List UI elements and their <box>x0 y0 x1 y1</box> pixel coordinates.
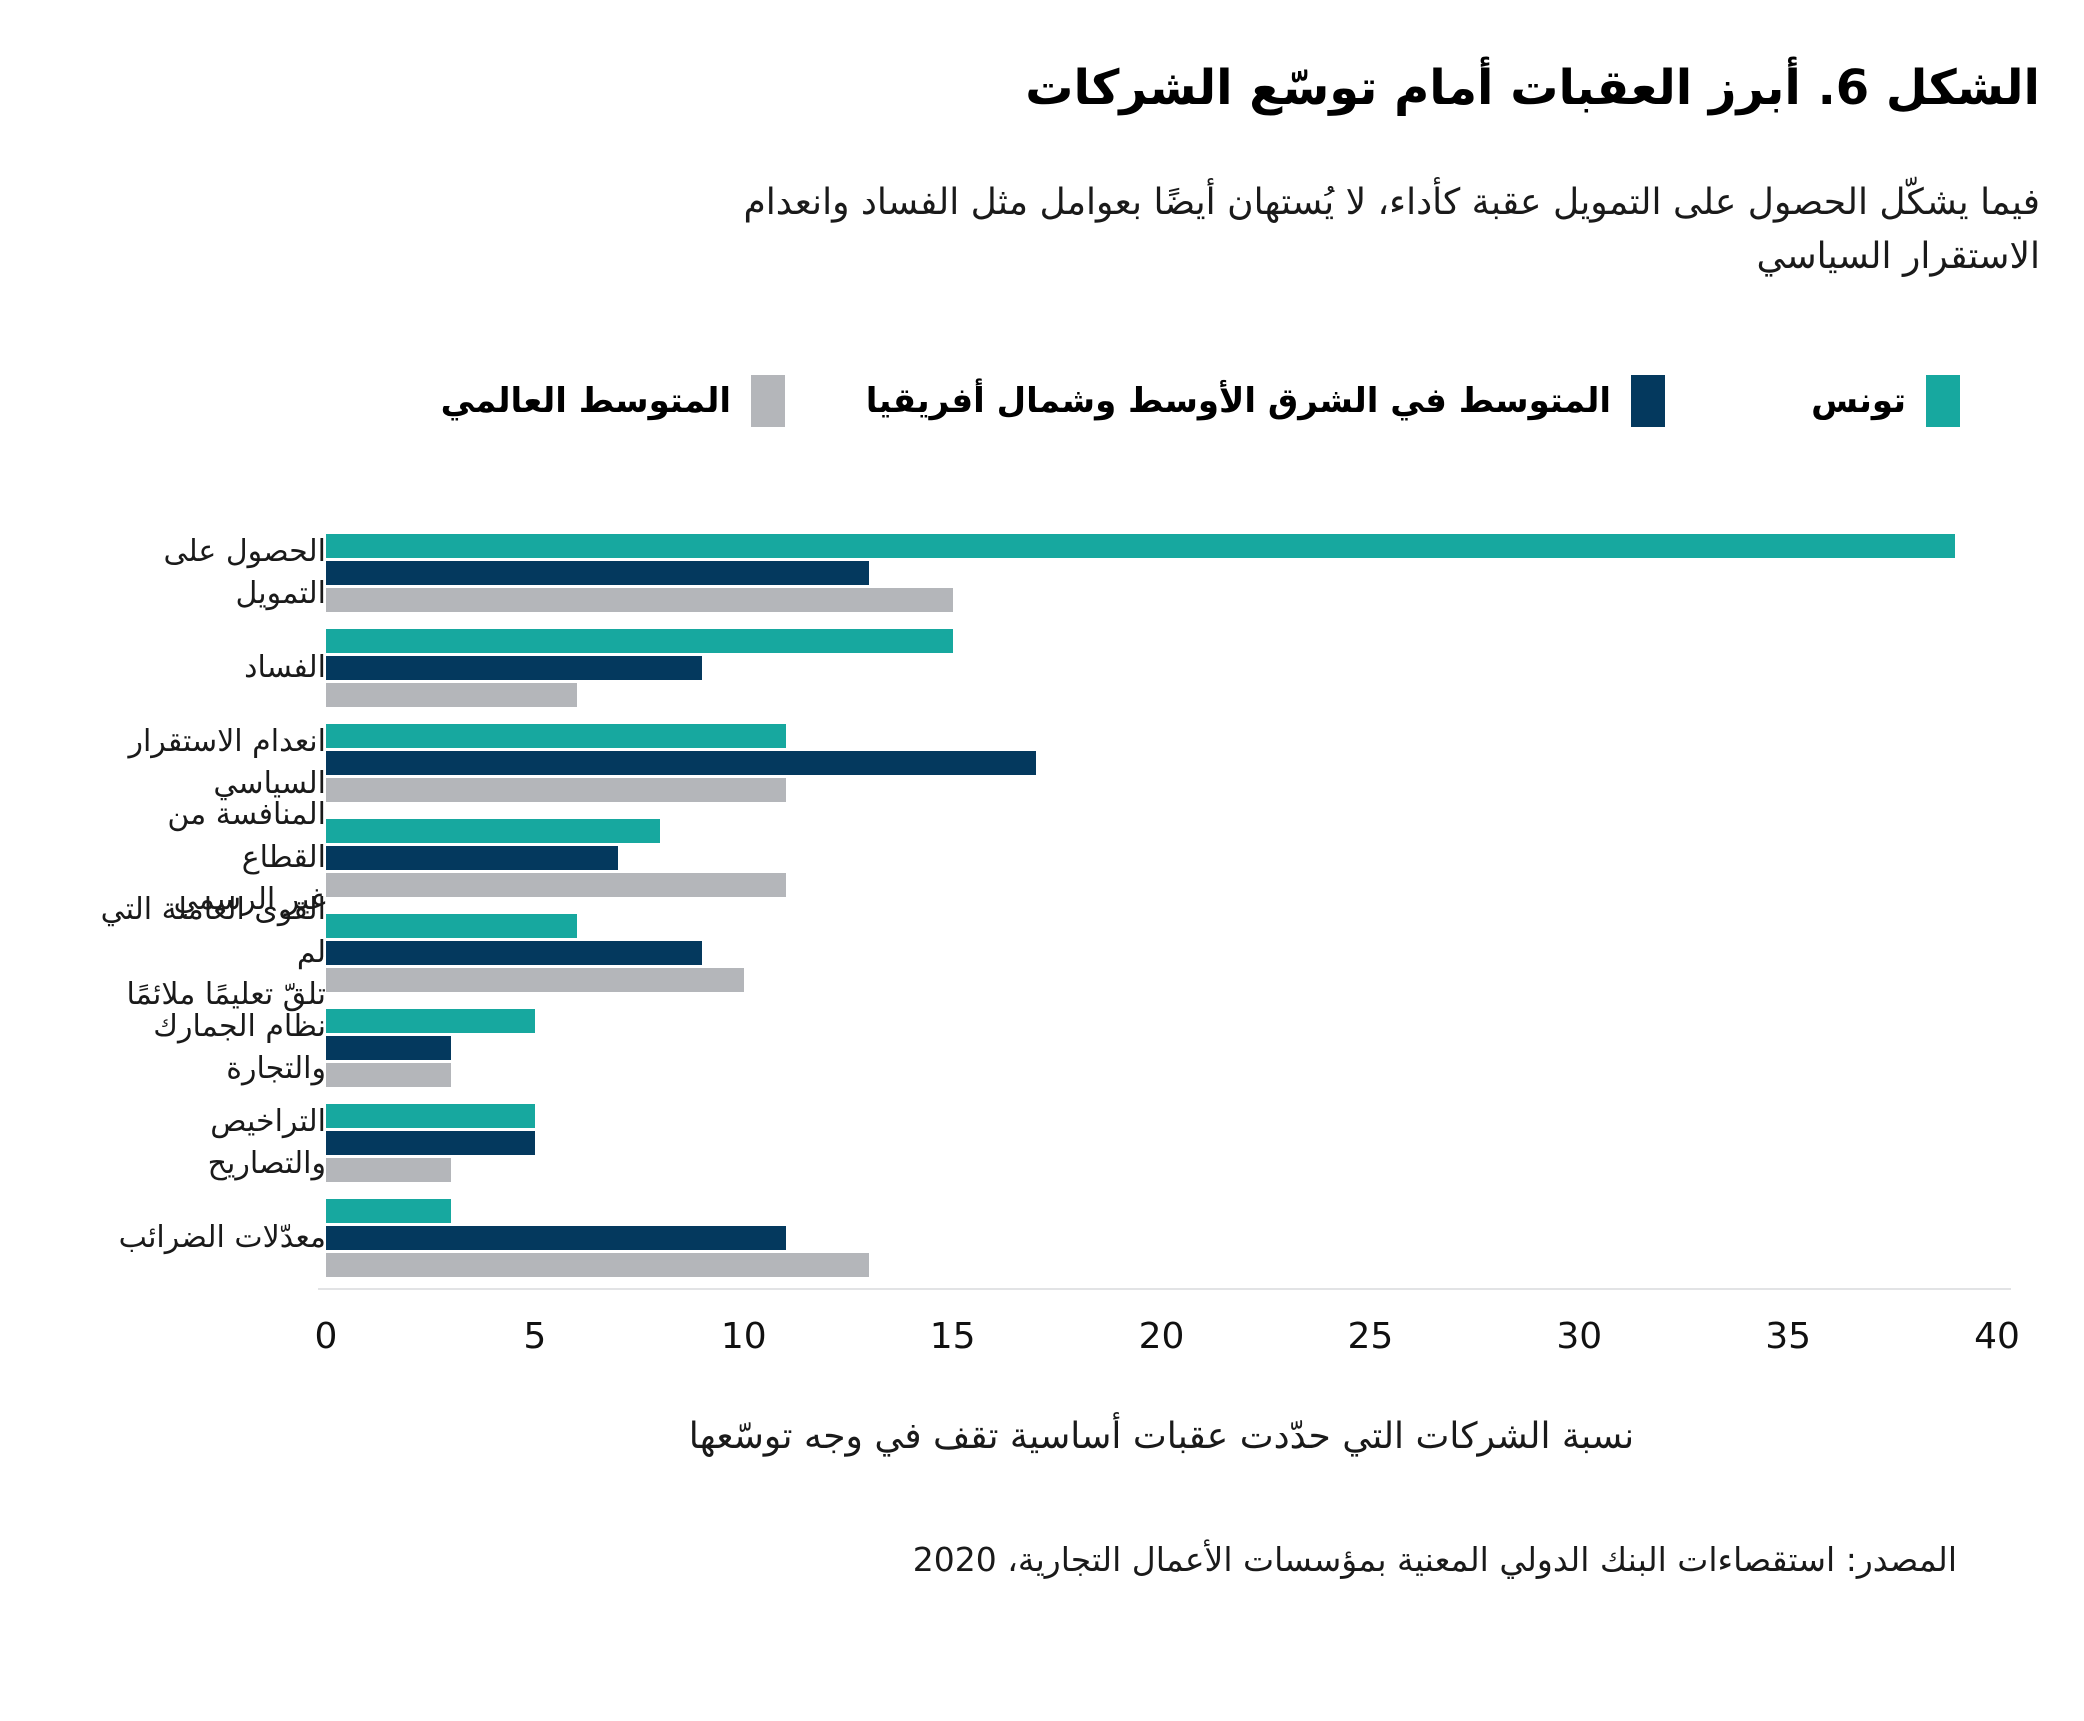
legend-label-tunisia: تونس <box>1811 380 1906 421</box>
x-tick: 40 <box>1974 1315 2020 1357</box>
bar-group: معدّلات الضرائب <box>60 1191 2040 1286</box>
bar-group: المنافسة من القطاع غير الرسمي <box>60 797 2040 917</box>
legend-label-global-average: المتوسط العالمي <box>440 380 731 421</box>
category-label: التراخيص والتصاريح <box>207 1103 326 1182</box>
bar-group: انعدام الاستقرار السياسي <box>60 716 2040 811</box>
x-axis-label: نسبة الشركات التي حدّدت عقبات أساسية تقف… <box>688 1415 1635 1457</box>
legend-swatch-tunisia <box>1926 374 1960 427</box>
bar-group: الفساد <box>60 621 2040 716</box>
source-note: المصدر: استقصاءات البنك الدولي المعنية ب… <box>912 1539 1957 1579</box>
bar-mena-average <box>326 1131 535 1156</box>
bar-global-average <box>326 588 953 613</box>
x-tick: 10 <box>720 1315 767 1357</box>
bars-track <box>326 819 1997 898</box>
x-tick: 5 <box>523 1315 547 1357</box>
legend-swatch-global-average <box>751 374 785 427</box>
bar-mena-average <box>326 1036 452 1061</box>
bar-group: التراخيص والتصاريح <box>60 1096 2040 1191</box>
x-tick: 20 <box>1138 1315 1185 1357</box>
category-label: الفساد <box>244 649 326 685</box>
x-axis-ticks: 0 5 10 15 20 25 30 35 40 <box>315 1315 2020 1362</box>
bars-track <box>326 724 1997 803</box>
category-label: انعدام الاستقرار السياسي <box>128 723 326 802</box>
bar-chart: الحصول على التمويل الفساد انعدام الاستقرار… <box>60 526 2040 1462</box>
x-tick: 30 <box>1556 1315 1603 1357</box>
bar-global-average <box>326 1063 452 1088</box>
bar-mena-average <box>326 561 870 586</box>
bar-tunisia <box>326 819 661 844</box>
bar-group: نظام الجمارك والتجارة <box>60 1001 2040 1096</box>
category-label: المنافسة من القطاع غير الرسمي <box>167 797 326 918</box>
legend-label-mena-average: المتوسط في الشرق الأوسط وشمال أفريقيا <box>865 380 1611 421</box>
x-tick: 25 <box>1347 1315 1394 1357</box>
x-tick: 0 <box>314 1315 338 1357</box>
bar-global-average <box>326 778 786 803</box>
figure-page: الشكل 6. أبرز العقبات أمام توسّع الشركات… <box>0 60 2084 1721</box>
bars-track <box>326 629 1997 708</box>
bar-mena-average <box>326 656 702 681</box>
bar-global-average <box>326 968 744 993</box>
bar-group: القوى العاملة التي لم تلقّ تعليمًا ملائم… <box>60 892 2040 1012</box>
figure-subtitle: فيما يشكّل الحصول على التمويل عقبة كأداء… <box>743 181 2041 277</box>
bar-mena-average <box>326 751 1037 776</box>
legend-item-mena-average: المتوسط في الشرق الأوسط وشمال أفريقيا <box>866 372 1665 430</box>
bar-tunisia <box>326 629 953 654</box>
bar-tunisia <box>326 724 786 749</box>
legend-item-tunisia: تونس <box>1811 372 1960 430</box>
bar-groups: الحصول على التمويل الفساد انعدام الاستقرار… <box>60 526 2040 1286</box>
legend-item-global-average: المتوسط العالمي <box>441 372 785 430</box>
legend-swatch-mena-average <box>1631 374 1665 427</box>
category-label: القوى العاملة التي لم تلقّ تعليمًا ملائم… <box>100 892 326 1013</box>
x-tick: 15 <box>929 1315 976 1357</box>
category-label: نظام الجمارك والتجارة <box>153 1008 326 1087</box>
bar-global-average <box>326 1158 452 1183</box>
bars-track <box>326 534 1997 613</box>
legend: تونس المتوسط في الشرق الأوسط وشمال أفريق… <box>60 372 2040 430</box>
bar-tunisia <box>326 534 1956 559</box>
bar-tunisia <box>326 1104 535 1129</box>
bar-global-average <box>326 683 577 708</box>
category-label: الحصول على التمويل <box>163 533 326 612</box>
bars-track <box>326 1104 1997 1183</box>
bar-mena-average <box>326 846 619 871</box>
bar-global-average <box>326 1253 870 1278</box>
bars-track <box>326 914 1997 993</box>
bar-tunisia <box>326 914 577 939</box>
bars-track <box>326 1009 1997 1088</box>
x-tick: 35 <box>1765 1315 1812 1357</box>
bar-tunisia <box>326 1199 452 1224</box>
bar-mena-average <box>326 1226 786 1251</box>
bar-mena-average <box>326 941 702 966</box>
x-axis-line <box>318 1287 2011 1290</box>
bar-global-average <box>326 873 786 898</box>
bar-group: الحصول على التمويل <box>60 526 2040 621</box>
figure-title: الشكل 6. أبرز العقبات أمام توسّع الشركات <box>1025 60 2040 116</box>
bar-tunisia <box>326 1009 535 1034</box>
bars-track <box>326 1199 1997 1278</box>
category-label: معدّلات الضرائب <box>118 1219 326 1255</box>
